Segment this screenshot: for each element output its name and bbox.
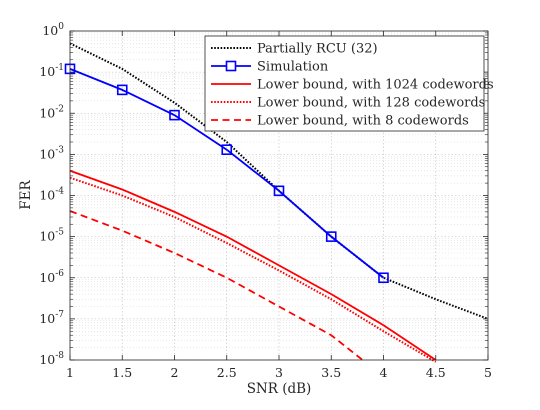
simulation-marker [325,231,337,242]
simulation-marker [169,109,180,121]
x-tick-label: 2 [171,365,179,380]
legend: Partially RCU (32) Simulation Lower bound,… [204,35,494,132]
series-layer [64,42,489,363]
legend-box [204,35,485,132]
y-tick-label: 10-7 [39,310,64,326]
y-tick-label: 100 [42,22,64,38]
x-axis-label: SNR (dB) [247,381,312,397]
x-tick-label: 3 [275,365,283,380]
series-line-2 [69,68,385,279]
simulation-marker [221,144,233,155]
y-tick-label: 10-2 [39,104,64,120]
legend-label: Lower bound, with 1024 codewords [257,78,494,93]
simulation-marker [273,185,285,197]
y-tick-label: 10-5 [39,228,64,244]
series-line-4 [69,176,437,363]
simulation-marker [378,272,389,284]
x-tick-label: 4 [380,365,388,380]
legend-label: Simulation [257,60,329,75]
x-tick-label: 3.5 [321,365,341,380]
x-tick-label: 4.5 [426,365,446,380]
legend-label: Lower bound, with 128 codewords [257,96,485,111]
y-tick-label: 10-4 [39,187,64,203]
legend-marker [225,60,237,72]
legend-label: Lower bound, with 8 codewords [257,114,469,129]
x-tick-label: 1.5 [112,365,132,380]
y-tick-label: 10-8 [39,351,64,367]
x-tick-labels: 1 1.5 2 2.5 3 3.5 4 4.5 5 [66,365,492,380]
legend-label: Partially RCU (32) [257,42,378,57]
x-tick-label: 5 [484,365,492,380]
y-tick-label: 10-6 [39,269,64,285]
simulation-marker [116,84,128,96]
y-axis-label: FER [18,179,34,209]
y-tick-labels: 10-8 10-7 10-6 10-5 10-4 10-3 10-2 10-1 100 [39,22,64,367]
tick-layer [69,30,489,361]
y-tick-label: 10-3 [39,145,64,161]
x-tick-label: 1 [66,365,74,380]
series-line-3 [69,169,437,361]
series-line-5 [69,210,364,361]
y-tick-label: 10-1 [39,63,64,79]
x-tick-label: 2.5 [217,365,237,380]
